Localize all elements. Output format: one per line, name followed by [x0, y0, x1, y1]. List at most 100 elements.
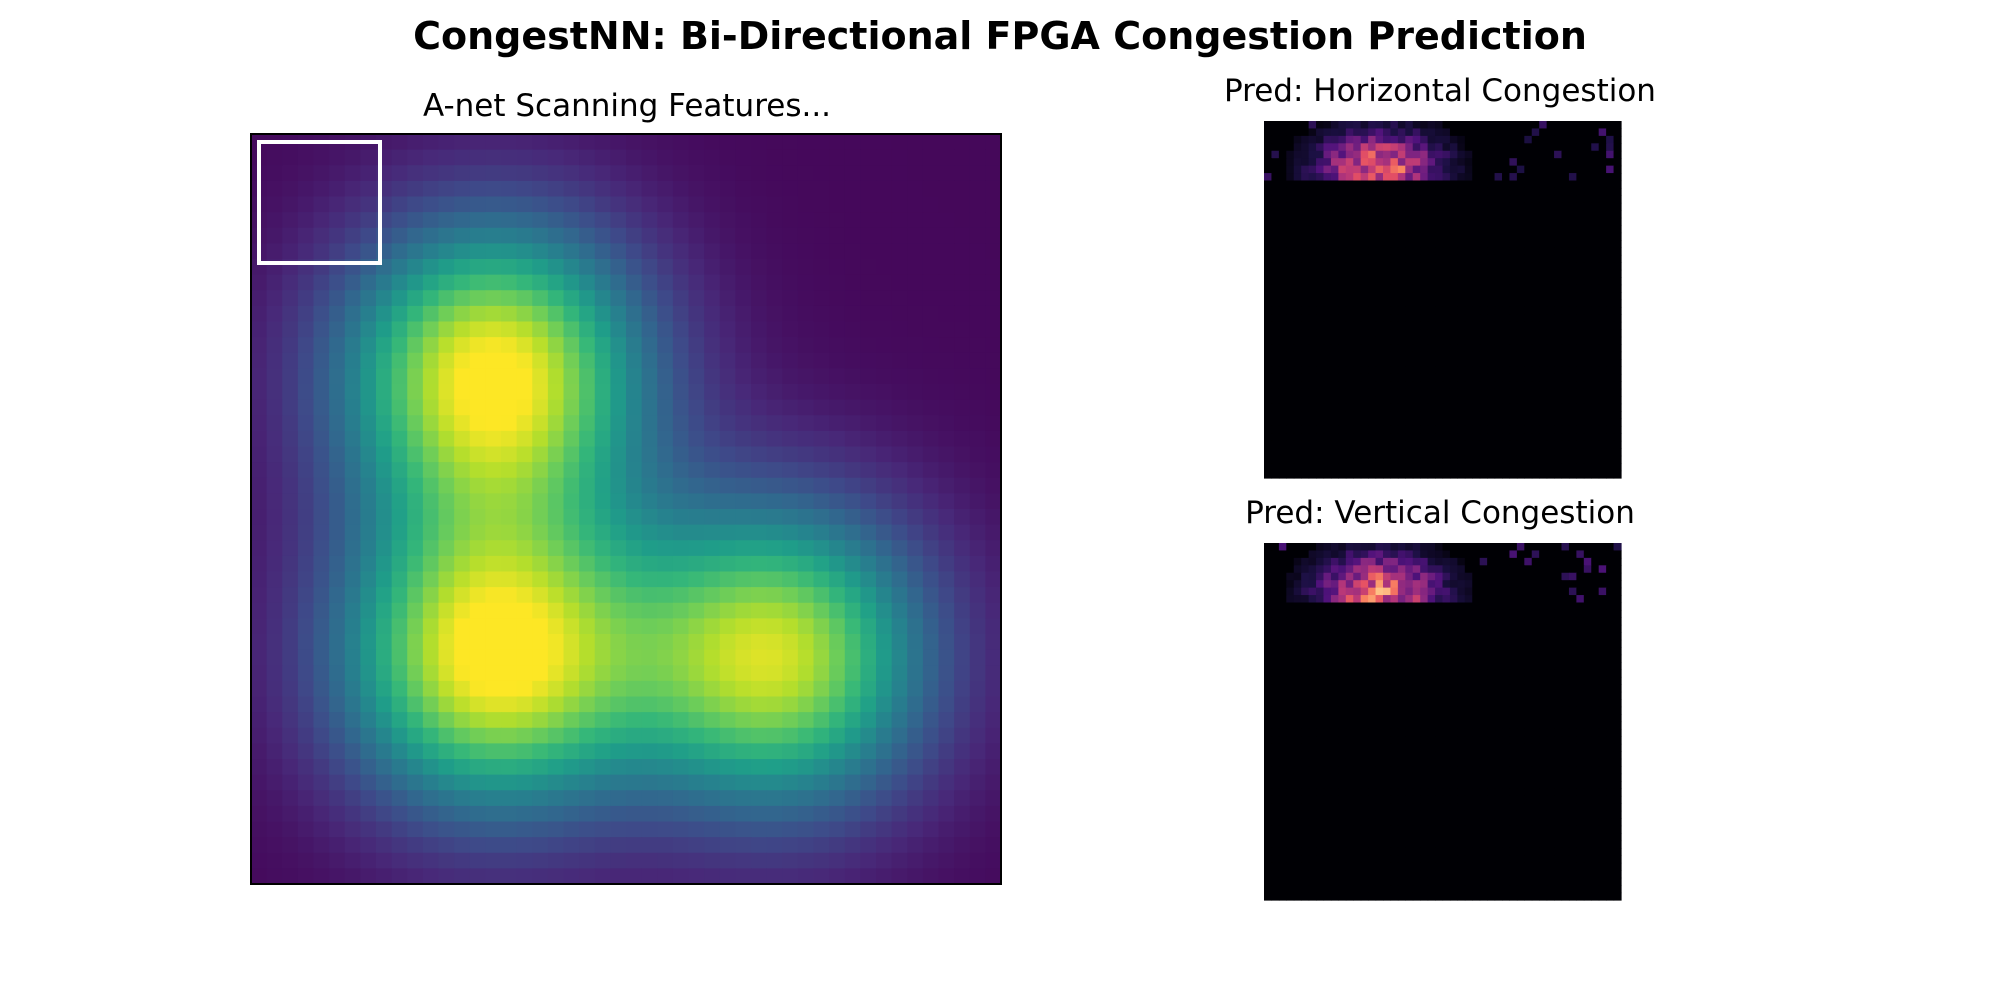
- heatmap-cell: [891, 743, 908, 760]
- heatmap-cell: [1539, 165, 1548, 174]
- heatmap-cell: [969, 384, 986, 401]
- heatmap-cell: [1472, 557, 1481, 566]
- heatmap-cell: [891, 462, 908, 479]
- heatmap-cell: [985, 321, 1002, 338]
- heatmap-cell: [1554, 336, 1563, 345]
- heatmap-cell: [1539, 595, 1548, 604]
- heatmap-cell: [922, 149, 940, 166]
- heatmap-cell: [1412, 403, 1421, 412]
- heatmap-cell: [344, 821, 361, 838]
- heatmap-cell: [1494, 359, 1503, 368]
- heatmap-cell: [1278, 463, 1287, 472]
- heatmap-cell: [1576, 269, 1585, 278]
- heatmap-cell: [1442, 314, 1451, 323]
- heatmap-cell: [1539, 187, 1548, 196]
- heatmap-cell: [657, 852, 674, 869]
- heatmap-cell: [376, 821, 393, 838]
- heatmap-cell: [266, 634, 283, 651]
- heatmap-cell: [782, 290, 799, 307]
- heatmap-cell: [704, 712, 721, 729]
- heatmap-cell: [766, 837, 783, 854]
- heatmap-cell: [1494, 247, 1503, 256]
- heatmap-cell: [1457, 217, 1466, 226]
- heatmap-cell: [1375, 202, 1384, 211]
- heatmap-cell: [1330, 388, 1339, 397]
- heatmap-cell: [672, 587, 690, 604]
- heatmap-cell: [844, 415, 861, 432]
- heatmap-cell: [1316, 344, 1325, 353]
- heatmap-cell: [1516, 344, 1525, 353]
- heatmap-cell: [704, 430, 721, 448]
- heatmap-cell: [1554, 128, 1563, 137]
- heatmap-cell: [1360, 210, 1369, 219]
- heatmap-cell: [485, 337, 502, 354]
- heatmap-cell: [563, 165, 580, 182]
- heatmap-cell: [1442, 425, 1451, 434]
- heatmap-cell: [454, 868, 471, 885]
- heatmap-cell: [579, 227, 596, 244]
- heatmap-cell: [1583, 217, 1592, 226]
- heatmap-cell: [1502, 254, 1511, 263]
- heatmap-cell: [547, 337, 565, 354]
- heatmap-cell: [563, 149, 580, 166]
- heatmap-cell: [891, 821, 908, 838]
- heatmap-cell: [1412, 550, 1421, 559]
- heatmap-cell: [844, 540, 861, 557]
- heatmap-cell: [329, 305, 346, 323]
- heatmap-cell: [1487, 232, 1496, 241]
- heatmap-cell: [1554, 135, 1563, 144]
- heatmap-cell: [1509, 277, 1518, 286]
- heatmap-cell: [297, 571, 315, 588]
- heatmap-cell: [1554, 329, 1563, 338]
- heatmap-cell: [797, 430, 815, 448]
- heatmap-cell: [1316, 121, 1325, 130]
- heatmap-cell: [469, 384, 486, 401]
- heatmap-cell: [719, 555, 736, 573]
- heatmap-cell: [1301, 128, 1310, 137]
- heatmap-cell: [297, 790, 315, 807]
- heatmap-cell: [797, 821, 815, 838]
- heatmap-cell: [1383, 195, 1392, 204]
- heatmap-cell: [1360, 359, 1369, 368]
- heatmap-cell: [641, 868, 658, 885]
- heatmap-cell: [1353, 284, 1362, 293]
- heatmap-cell: [1420, 543, 1429, 552]
- heatmap-cell: [626, 259, 643, 276]
- heatmap-cell: [1316, 180, 1325, 189]
- heatmap-cell: [704, 805, 721, 823]
- heatmap-cell: [688, 352, 705, 369]
- heatmap-cell: [860, 399, 877, 416]
- heatmap-cell: [1554, 463, 1563, 472]
- heatmap-cell: [485, 509, 502, 526]
- heatmap-cell: [563, 837, 580, 854]
- heatmap-cell: [1531, 550, 1540, 559]
- heatmap-cell: [1301, 329, 1310, 338]
- heatmap-cell: [1316, 336, 1325, 345]
- heatmap-cell: [860, 243, 877, 260]
- heatmap-cell: [532, 305, 549, 323]
- heatmap-cell: [813, 180, 830, 198]
- heatmap-cell: [1479, 284, 1488, 293]
- heatmap-cell: [1509, 396, 1518, 405]
- heatmap-cell: [1345, 284, 1354, 293]
- heatmap-cell: [1509, 463, 1518, 472]
- heatmap-cell: [1383, 277, 1392, 286]
- heatmap-cell: [1591, 158, 1600, 167]
- heatmap-cell: [1613, 440, 1622, 449]
- heatmap-cell: [1405, 262, 1414, 271]
- heatmap-cell: [360, 227, 377, 244]
- heatmap-cell: [391, 368, 408, 385]
- heatmap-cell: [454, 180, 471, 198]
- heatmap-cell: [719, 524, 736, 541]
- heatmap-cell: [626, 868, 643, 885]
- heatmap-cell: [1308, 396, 1317, 405]
- heatmap-cell: [1345, 269, 1354, 278]
- heatmap-cell: [1494, 433, 1503, 442]
- heatmap-cell: [1286, 232, 1295, 241]
- heatmap-cell: [1531, 254, 1540, 263]
- heatmap-cell: [1405, 463, 1414, 472]
- heatmap-cell: [266, 180, 283, 198]
- heatmap-cell: [501, 399, 518, 416]
- heatmap-cell: [1435, 373, 1444, 382]
- heatmap-cell: [1435, 329, 1444, 338]
